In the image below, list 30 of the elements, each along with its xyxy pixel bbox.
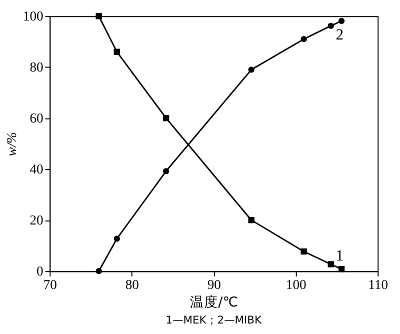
point: [248, 66, 254, 73]
x-tick-label: 80: [125, 277, 140, 292]
y-tick-label: 60: [30, 110, 44, 126]
point: [96, 268, 102, 274]
point: [328, 261, 334, 268]
y-tick-label: 40: [30, 161, 44, 176]
x-axis-title: 温度/℃: [190, 294, 238, 311]
y-tick-label: 20: [30, 212, 44, 228]
point: [96, 13, 102, 20]
x-tick-label: 70: [43, 277, 58, 292]
point: [338, 18, 345, 24]
series-label: 1: [336, 247, 344, 264]
x-tick-label: 90: [207, 277, 222, 292]
point: [328, 22, 334, 29]
text: 1—MEK；2—MIBK: [166, 314, 262, 327]
point: [300, 248, 307, 255]
point: [300, 36, 307, 42]
x-tick-label: 110: [368, 277, 388, 292]
point: [338, 266, 345, 272]
y-tick-label: 0: [36, 263, 44, 278]
y-tick-label: 80: [30, 60, 44, 74]
point: [162, 168, 170, 174]
x-tick-label: 100: [286, 277, 307, 292]
point: [114, 236, 120, 242]
y-tick-label: 100: [22, 8, 44, 24]
point: [114, 48, 120, 55]
y-axis-title: w/%: [4, 132, 20, 156]
point: [248, 217, 254, 224]
point: [162, 115, 170, 122]
series-label: 2: [336, 26, 344, 44]
